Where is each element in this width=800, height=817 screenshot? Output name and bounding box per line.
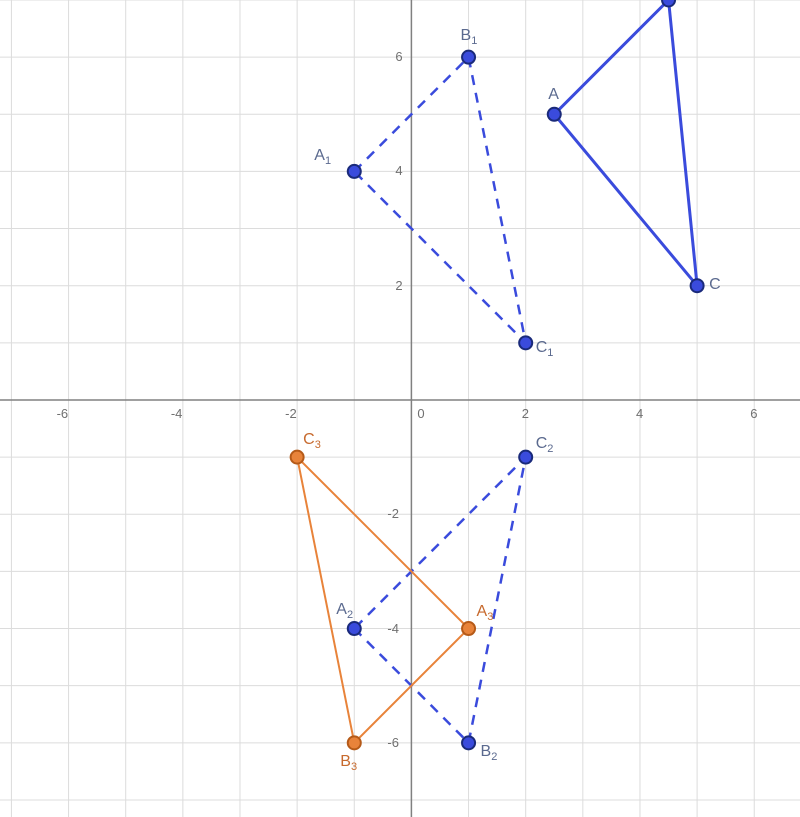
tri-ABC [554, 0, 697, 286]
tri-A1B1C1 [354, 57, 525, 343]
plot-svg [0, 0, 800, 817]
coordinate-plot: -6-4-20246-6-4-2246ABCA1B1C1A2B2C2A3B3C3 [0, 0, 800, 817]
